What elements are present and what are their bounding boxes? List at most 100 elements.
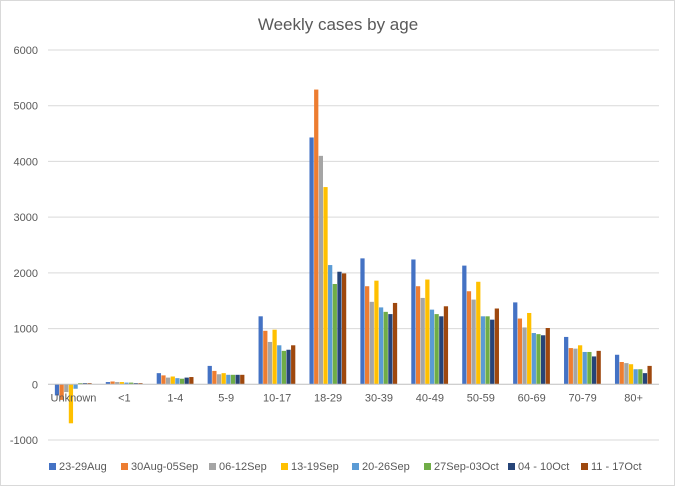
- bar: [536, 334, 541, 385]
- x-tick-label: 5-9: [218, 392, 234, 404]
- y-tick-label: 5000: [14, 101, 38, 113]
- bar: [184, 377, 189, 385]
- bars: [54, 89, 652, 424]
- gridlines: [48, 49, 659, 441]
- bar: [647, 365, 652, 385]
- bar: [573, 348, 578, 385]
- x-tick-label: 80+: [624, 392, 643, 404]
- x-tick-label: 40-49: [416, 392, 444, 404]
- bar: [369, 301, 374, 385]
- bar: [392, 302, 398, 385]
- bar: [105, 382, 111, 385]
- bar: [258, 316, 263, 385]
- bar: [221, 373, 226, 385]
- bar: [341, 273, 347, 385]
- bar: [82, 383, 87, 385]
- bar: [531, 333, 536, 385]
- bar: [582, 351, 587, 385]
- legend-label: 30Aug-05Sep: [131, 461, 198, 473]
- bar: [166, 377, 171, 385]
- bar: [513, 302, 518, 385]
- bar: [78, 383, 83, 385]
- bar: [517, 318, 523, 385]
- bar: [545, 328, 550, 385]
- bar: [314, 89, 319, 385]
- bar: [161, 375, 166, 385]
- bar: [277, 345, 282, 385]
- bar: [119, 382, 124, 385]
- y-tick-label: 2000: [14, 268, 38, 280]
- bar: [365, 286, 370, 385]
- x-tick-label: 30-39: [365, 392, 393, 404]
- legend-swatch: [424, 463, 431, 470]
- y-tick-label: -1000: [10, 435, 38, 447]
- bar: [328, 265, 333, 385]
- bar: [383, 311, 388, 385]
- bar: [156, 373, 161, 385]
- bar: [480, 316, 486, 385]
- bar: [54, 384, 60, 396]
- bar: [226, 374, 231, 385]
- bar: [68, 384, 74, 424]
- bar: [129, 382, 134, 385]
- bar: [388, 314, 393, 385]
- y-tick-label: 3000: [14, 212, 38, 224]
- y-axis-tick-labels: -1000 0 1000 2000 3000 4000 5000 6000: [10, 45, 38, 447]
- legend-swatch: [352, 463, 359, 470]
- bar: [443, 306, 449, 385]
- bar: [587, 351, 592, 385]
- bar: [522, 327, 527, 385]
- y-tick-label: 0: [32, 379, 38, 391]
- bar: [170, 376, 175, 385]
- y-tick-label: 6000: [14, 45, 38, 57]
- bar: [309, 137, 314, 385]
- bar: [87, 383, 92, 385]
- bar: [212, 370, 217, 385]
- bar: [124, 382, 129, 385]
- legend-swatch: [49, 463, 56, 470]
- bar: [415, 286, 421, 385]
- bar: [318, 155, 323, 385]
- legend: 23-29Aug 30Aug-05Sep 06-12Sep 13-19Sep 20-26…: [49, 461, 642, 473]
- bar: [411, 259, 416, 385]
- bar: [439, 316, 444, 385]
- y-tick-label: 1000: [14, 324, 38, 336]
- bar: [471, 299, 476, 385]
- bar: [638, 369, 643, 385]
- x-tick-label: Unknown: [51, 392, 97, 404]
- x-tick-label: 1-4: [167, 392, 183, 404]
- bar: [240, 374, 245, 385]
- bar: [216, 374, 222, 385]
- bar: [360, 258, 365, 385]
- bar: [332, 284, 337, 385]
- x-tick-label: 50-59: [467, 392, 495, 404]
- legend-label: 20-26Sep: [362, 461, 410, 473]
- legend-label: 13-19Sep: [291, 461, 339, 473]
- bar: [476, 281, 481, 385]
- bar: [596, 350, 601, 385]
- x-tick-label: 70-79: [569, 392, 597, 404]
- legend-swatch: [209, 463, 216, 470]
- bar: [420, 297, 425, 385]
- legend-label: 04 - 10Oct: [518, 461, 569, 473]
- bar: [541, 335, 546, 385]
- legend-label: 11 - 17Oct: [591, 461, 642, 473]
- legend-label: 06-12Sep: [219, 461, 267, 473]
- bar: [466, 291, 472, 385]
- bar: [374, 280, 379, 385]
- bar: [179, 378, 185, 385]
- bar: [568, 348, 573, 385]
- legend-label: 23-29Aug: [59, 461, 107, 473]
- legend-swatch: [121, 463, 128, 470]
- bar: [73, 384, 78, 389]
- x-axis-tick-labels: Unknown <1 1-4 5-9 10-17 18-29 30-39 40-49 50-59…: [51, 392, 643, 404]
- bar: [485, 316, 490, 385]
- legend-swatch: [508, 463, 515, 470]
- bar: [115, 382, 120, 385]
- bar: [138, 383, 143, 385]
- bar: [614, 354, 620, 385]
- bar: [286, 349, 291, 385]
- bar: [59, 384, 64, 400]
